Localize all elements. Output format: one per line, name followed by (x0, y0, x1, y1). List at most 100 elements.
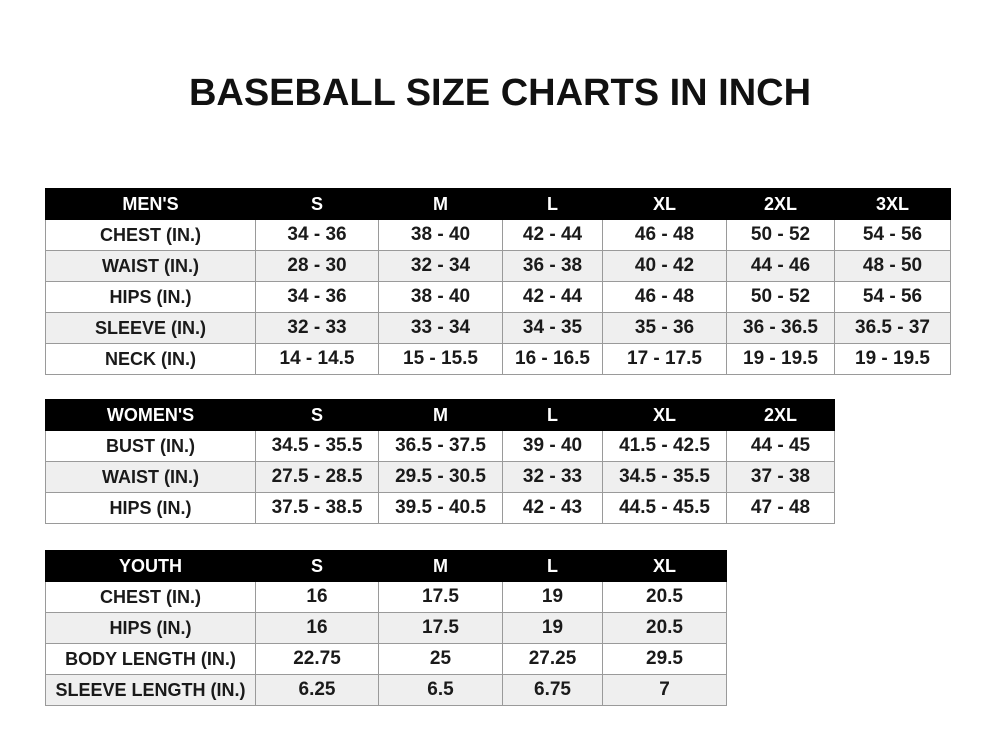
size-header: XL (602, 188, 727, 220)
table-row: HIPS (IN.) 37.5 - 38.5 39.5 - 40.5 42 - 43 4… (45, 492, 835, 524)
measurement-cell: 50 - 52 (726, 219, 835, 251)
measurement-cell: 36 - 38 (502, 250, 603, 282)
category-header: MEN'S (45, 188, 256, 220)
size-header: 2XL (726, 188, 835, 220)
table-row: CHEST (IN.) 34 - 36 38 - 40 42 - 44 46 - 48 5… (45, 219, 951, 251)
measurement-cell: 54 - 56 (834, 219, 951, 251)
measurement-cell: 33 - 34 (378, 312, 503, 344)
measurement-cell: 32 - 33 (502, 461, 603, 493)
header-row: MEN'S S M L XL 2XL 3XL (45, 188, 951, 220)
table-row: CHEST (IN.) 16 17.5 19 20.5 (45, 581, 727, 613)
measurement-cell: 36.5 - 37.5 (378, 430, 503, 462)
measurement-cell: 34 - 36 (255, 219, 379, 251)
measurement-cell: 17 - 17.5 (602, 343, 727, 375)
womens-size-table: WOMEN'S S M L XL 2XL BUST (IN.) 34.5 - 35.5 36.5… (45, 399, 835, 524)
measurement-cell: 54 - 56 (834, 281, 951, 313)
measurement-cell: 36 - 36.5 (726, 312, 835, 344)
measurement-cell: 14 - 14.5 (255, 343, 379, 375)
measurement-cell: 19 - 19.5 (726, 343, 835, 375)
measurement-cell: 29.5 - 30.5 (378, 461, 503, 493)
measurement-cell: 39 - 40 (502, 430, 603, 462)
size-header: 3XL (834, 188, 951, 220)
measurement-cell: 41.5 - 42.5 (602, 430, 727, 462)
measurement-cell: 20.5 (602, 581, 727, 613)
measurement-cell: 20.5 (602, 612, 727, 644)
size-header: XL (602, 550, 727, 582)
measurement-cell: 16 - 16.5 (502, 343, 603, 375)
measurement-cell: 15 - 15.5 (378, 343, 503, 375)
size-header: S (255, 399, 379, 431)
measurement-cell: 39.5 - 40.5 (378, 492, 503, 524)
measurement-label: WAIST (IN.) (45, 461, 256, 493)
table-row: SLEEVE (IN.) 32 - 33 33 - 34 34 - 35 35 - 36… (45, 312, 951, 344)
measurement-cell: 27.25 (502, 643, 603, 675)
measurement-cell: 17.5 (378, 612, 503, 644)
measurement-cell: 34 - 36 (255, 281, 379, 313)
measurement-label: SLEEVE LENGTH (IN.) (45, 674, 256, 706)
table-row: HIPS (IN.) 34 - 36 38 - 40 42 - 44 46 - 48 50… (45, 281, 951, 313)
size-header: M (378, 188, 503, 220)
measurement-cell: 44 - 45 (726, 430, 835, 462)
size-header: S (255, 188, 379, 220)
category-header: WOMEN'S (45, 399, 256, 431)
measurement-cell: 38 - 40 (378, 281, 503, 313)
measurement-cell: 34.5 - 35.5 (602, 461, 727, 493)
measurement-cell: 36.5 - 37 (834, 312, 951, 344)
size-header: M (378, 399, 503, 431)
mens-size-table: MEN'S S M L XL 2XL 3XL CHEST (IN.) 34 - 36 38 - 4… (45, 188, 951, 375)
measurement-cell: 37 - 38 (726, 461, 835, 493)
size-header: S (255, 550, 379, 582)
table-row: HIPS (IN.) 16 17.5 19 20.5 (45, 612, 727, 644)
table-row: WAIST (IN.) 28 - 30 32 - 34 36 - 38 40 - 42 4… (45, 250, 951, 282)
category-header: YOUTH (45, 550, 256, 582)
measurement-label: HIPS (IN.) (45, 492, 256, 524)
measurement-cell: 40 - 42 (602, 250, 727, 282)
measurement-cell: 34.5 - 35.5 (255, 430, 379, 462)
size-header: XL (602, 399, 727, 431)
measurement-label: SLEEVE (IN.) (45, 312, 256, 344)
measurement-cell: 42 - 43 (502, 492, 603, 524)
size-header: 2XL (726, 399, 835, 431)
measurement-cell: 6.25 (255, 674, 379, 706)
measurement-cell: 27.5 - 28.5 (255, 461, 379, 493)
measurement-cell: 19 (502, 612, 603, 644)
measurement-cell: 48 - 50 (834, 250, 951, 282)
measurement-cell: 19 (502, 581, 603, 613)
measurement-cell: 38 - 40 (378, 219, 503, 251)
header-row: WOMEN'S S M L XL 2XL (45, 399, 835, 431)
measurement-cell: 42 - 44 (502, 281, 603, 313)
measurement-cell: 6.75 (502, 674, 603, 706)
measurement-cell: 46 - 48 (602, 219, 727, 251)
measurement-label: BODY LENGTH (IN.) (45, 643, 256, 675)
measurement-cell: 47 - 48 (726, 492, 835, 524)
measurement-cell: 22.75 (255, 643, 379, 675)
measurement-cell: 37.5 - 38.5 (255, 492, 379, 524)
measurement-cell: 42 - 44 (502, 219, 603, 251)
measurement-label: HIPS (IN.) (45, 612, 256, 644)
measurement-label: HIPS (IN.) (45, 281, 256, 313)
table-row: SLEEVE LENGTH (IN.) 6.25 6.5 6.75 7 (45, 674, 727, 706)
measurement-cell: 46 - 48 (602, 281, 727, 313)
measurement-cell: 32 - 33 (255, 312, 379, 344)
measurement-label: BUST (IN.) (45, 430, 256, 462)
measurement-cell: 29.5 (602, 643, 727, 675)
measurement-cell: 50 - 52 (726, 281, 835, 313)
table-row: NECK (IN.) 14 - 14.5 15 - 15.5 16 - 16.5 17 … (45, 343, 951, 375)
measurement-cell: 6.5 (378, 674, 503, 706)
measurement-cell: 16 (255, 581, 379, 613)
measurement-cell: 17.5 (378, 581, 503, 613)
size-header: L (502, 188, 603, 220)
table-row: BODY LENGTH (IN.) 22.75 25 27.25 29.5 (45, 643, 727, 675)
header-row: YOUTH S M L XL (45, 550, 727, 582)
size-header: L (502, 399, 603, 431)
measurement-label: CHEST (IN.) (45, 581, 256, 613)
measurement-cell: 35 - 36 (602, 312, 727, 344)
measurement-cell: 44 - 46 (726, 250, 835, 282)
measurement-cell: 28 - 30 (255, 250, 379, 282)
measurement-cell: 44.5 - 45.5 (602, 492, 727, 524)
measurement-label: CHEST (IN.) (45, 219, 256, 251)
size-header: L (502, 550, 603, 582)
measurement-label: WAIST (IN.) (45, 250, 256, 282)
youth-size-table: YOUTH S M L XL CHEST (IN.) 16 17.5 19 20.5 HIPS (I… (45, 550, 727, 706)
measurement-cell: 7 (602, 674, 727, 706)
